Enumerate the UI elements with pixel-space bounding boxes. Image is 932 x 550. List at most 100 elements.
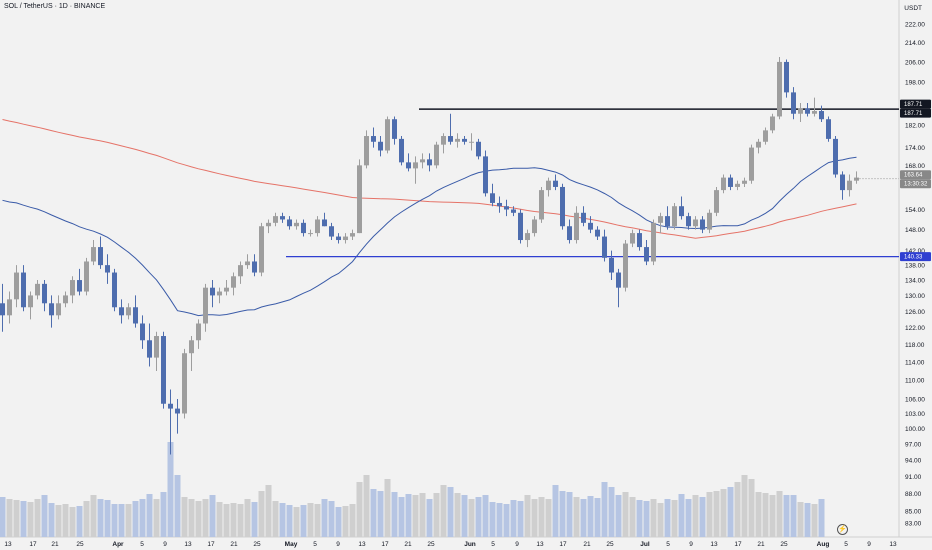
candle-body[interactable] — [378, 141, 383, 151]
candle-body[interactable] — [112, 272, 117, 308]
candle-body[interactable] — [623, 243, 628, 288]
candle-body[interactable] — [812, 111, 817, 114]
candle-body[interactable] — [630, 233, 635, 244]
candle-body[interactable] — [819, 111, 824, 120]
candle-body[interactable] — [644, 247, 649, 262]
candle-body[interactable] — [854, 177, 859, 181]
candle-body[interactable] — [756, 141, 761, 148]
candle-body[interactable] — [497, 202, 502, 207]
candle-body[interactable] — [595, 229, 600, 237]
candle-body[interactable] — [203, 287, 208, 324]
candle-body[interactable] — [651, 222, 656, 262]
candle-body[interactable] — [154, 336, 159, 358]
candle-body[interactable] — [175, 408, 180, 414]
candle-body[interactable] — [308, 233, 313, 235]
candle-body[interactable] — [455, 138, 460, 142]
candle-body[interactable] — [525, 233, 530, 241]
candle-body[interactable] — [280, 216, 285, 220]
candle-body[interactable] — [826, 119, 831, 139]
candle-body[interactable] — [343, 236, 348, 241]
candle-body[interactable] — [798, 108, 803, 114]
candle-body[interactable] — [210, 287, 215, 296]
candle-body[interactable] — [182, 353, 187, 414]
candle-body[interactable] — [735, 183, 740, 187]
lightning-icon[interactable]: ⚡ — [837, 524, 848, 535]
candle-body[interactable] — [161, 336, 166, 404]
candle-body[interactable] — [560, 186, 565, 227]
candle-body[interactable] — [539, 190, 544, 220]
candle-body[interactable] — [483, 156, 488, 194]
candle-body[interactable] — [392, 119, 397, 139]
candle-body[interactable] — [364, 136, 369, 166]
candle-body[interactable] — [21, 272, 26, 308]
candle-body[interactable] — [588, 222, 593, 230]
candle-body[interactable] — [462, 138, 467, 142]
price-axis-panel[interactable] — [899, 0, 932, 550]
candle-body[interactable] — [574, 212, 579, 241]
candle-body[interactable] — [469, 141, 474, 143]
candle-body[interactable] — [658, 216, 663, 223]
candle-body[interactable] — [784, 61, 789, 93]
candle-body[interactable] — [441, 136, 446, 145]
candle-body[interactable] — [448, 136, 453, 142]
candle-body[interactable] — [714, 190, 719, 213]
candle-body[interactable] — [602, 236, 607, 258]
candle-body[interactable] — [532, 219, 537, 234]
candle-body[interactable] — [301, 222, 306, 234]
candle-body[interactable] — [763, 130, 768, 142]
candle-body[interactable] — [119, 307, 124, 316]
candle-body[interactable] — [406, 162, 411, 169]
candle-body[interactable] — [336, 236, 341, 241]
candle-body[interactable] — [616, 272, 621, 288]
candle-body[interactable] — [35, 283, 40, 296]
candle-body[interactable] — [287, 219, 292, 227]
candle-body[interactable] — [0, 303, 5, 316]
candle-body[interactable] — [231, 276, 236, 288]
candle-body[interactable] — [84, 261, 89, 292]
candle-body[interactable] — [238, 265, 243, 277]
candle-body[interactable] — [399, 138, 404, 163]
candle-body[interactable] — [189, 340, 194, 354]
candle-body[interactable] — [147, 340, 152, 358]
candle-body[interactable] — [567, 226, 572, 241]
candle-body[interactable] — [672, 206, 677, 227]
candle-body[interactable] — [833, 138, 838, 175]
candle-body[interactable] — [315, 219, 320, 234]
candle-body[interactable] — [679, 206, 684, 217]
candle-body[interactable] — [805, 108, 810, 114]
candle-body[interactable] — [665, 216, 670, 227]
candle-body[interactable] — [322, 219, 327, 227]
candle-body[interactable] — [476, 141, 481, 157]
candle-body[interactable] — [28, 295, 33, 308]
candle-body[interactable] — [434, 144, 439, 166]
candle-body[interactable] — [217, 291, 222, 296]
candle-body[interactable] — [63, 295, 68, 304]
candle-body[interactable] — [770, 116, 775, 131]
candle-body[interactable] — [14, 272, 19, 300]
candle-body[interactable] — [77, 280, 82, 292]
candle-body[interactable] — [385, 119, 390, 151]
candle-body[interactable] — [504, 206, 509, 210]
candle-body[interactable] — [742, 180, 747, 184]
candle-body[interactable] — [7, 299, 12, 316]
candle-body[interactable] — [70, 280, 75, 296]
candle-body[interactable] — [840, 174, 845, 191]
candle-body[interactable] — [329, 226, 334, 237]
candle-body[interactable] — [749, 147, 754, 181]
candle-body[interactable] — [91, 247, 96, 262]
candle-body[interactable] — [245, 261, 250, 266]
candle-body[interactable] — [357, 165, 362, 234]
candle-body[interactable] — [126, 307, 131, 316]
candle-body[interactable] — [294, 222, 299, 227]
candle-body[interactable] — [413, 162, 418, 169]
candle-body[interactable] — [609, 257, 614, 273]
candle-body[interactable] — [371, 136, 376, 142]
candle-body[interactable] — [686, 216, 691, 227]
candle-body[interactable] — [133, 307, 138, 324]
candle-body[interactable] — [707, 212, 712, 230]
candle-body[interactable] — [49, 303, 54, 316]
candle-body[interactable] — [140, 323, 145, 341]
candle-body[interactable] — [490, 193, 495, 203]
